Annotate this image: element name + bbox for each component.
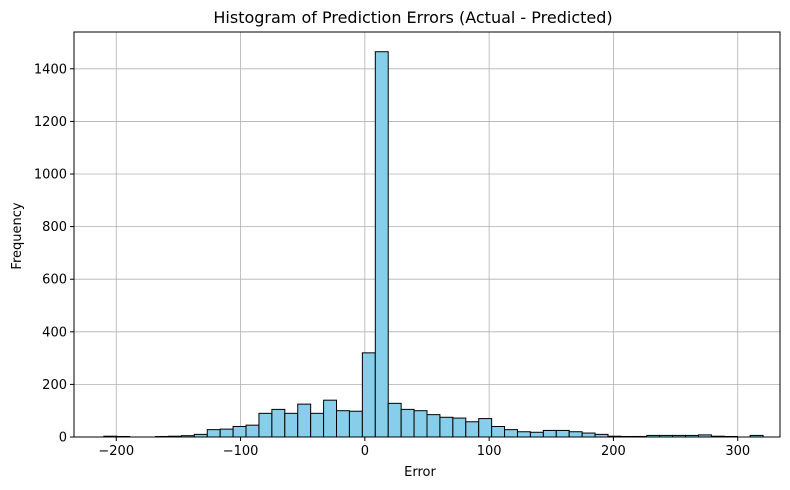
x-tick-label: 300 bbox=[725, 444, 750, 459]
y-tick-label: 600 bbox=[42, 273, 67, 288]
histogram-bar bbox=[555, 429, 570, 438]
y-tick-label: 1400 bbox=[34, 62, 67, 77]
histogram-bar bbox=[219, 428, 234, 438]
y-axis-label: Frequency bbox=[10, 202, 25, 269]
histogram-bar bbox=[516, 431, 531, 438]
histogram-bar bbox=[491, 425, 506, 438]
histogram-bar bbox=[323, 399, 338, 438]
histogram-bar bbox=[387, 402, 402, 438]
histogram-bar bbox=[452, 417, 467, 438]
x-tick-label: −100 bbox=[223, 444, 259, 459]
histogram-bar bbox=[271, 408, 286, 438]
y-tick-label: 800 bbox=[42, 220, 67, 235]
histogram-bar bbox=[297, 403, 312, 438]
histogram-bar bbox=[206, 429, 221, 438]
histogram-bar bbox=[336, 410, 350, 438]
chart-title: Histogram of Prediction Errors (Actual -… bbox=[213, 8, 612, 27]
histogram-bar bbox=[310, 412, 325, 438]
histogram-bar bbox=[568, 431, 583, 438]
histogram-bar bbox=[374, 51, 389, 438]
plot-area: −200 −100 0 100 200 300 0 200 400 600 800 1000 1200 1… bbox=[34, 31, 781, 459]
axes-frame bbox=[73, 31, 781, 438]
histogram-bar bbox=[465, 421, 480, 438]
histogram-bar bbox=[542, 429, 557, 438]
histogram-bar bbox=[426, 414, 441, 438]
histogram-bar bbox=[361, 352, 376, 438]
y-tick-label: 1000 bbox=[34, 168, 67, 183]
x-axis-label: Error bbox=[404, 465, 436, 480]
histogram-bar bbox=[581, 432, 596, 438]
histogram-bar bbox=[245, 424, 260, 438]
histogram-bar bbox=[400, 408, 415, 438]
y-tick-label: 0 bbox=[59, 431, 67, 446]
y-tick-label: 200 bbox=[42, 378, 67, 393]
histogram-bar bbox=[413, 410, 428, 438]
y-tick-label: 1200 bbox=[34, 115, 67, 130]
histogram-bar bbox=[439, 416, 454, 438]
x-tick-label: 100 bbox=[477, 444, 502, 459]
histogram-bar bbox=[348, 410, 363, 438]
x-tick-label: 200 bbox=[601, 444, 626, 459]
histogram-bar bbox=[232, 425, 247, 438]
histogram-bar bbox=[529, 431, 544, 438]
histogram-bar bbox=[504, 429, 518, 438]
x-tick-label: 0 bbox=[361, 444, 369, 459]
histogram-bar bbox=[258, 412, 273, 438]
histogram-bar bbox=[478, 418, 493, 438]
x-tick-label: −200 bbox=[98, 444, 134, 459]
histogram-bar bbox=[284, 412, 299, 438]
y-tick-label: 400 bbox=[42, 325, 67, 340]
